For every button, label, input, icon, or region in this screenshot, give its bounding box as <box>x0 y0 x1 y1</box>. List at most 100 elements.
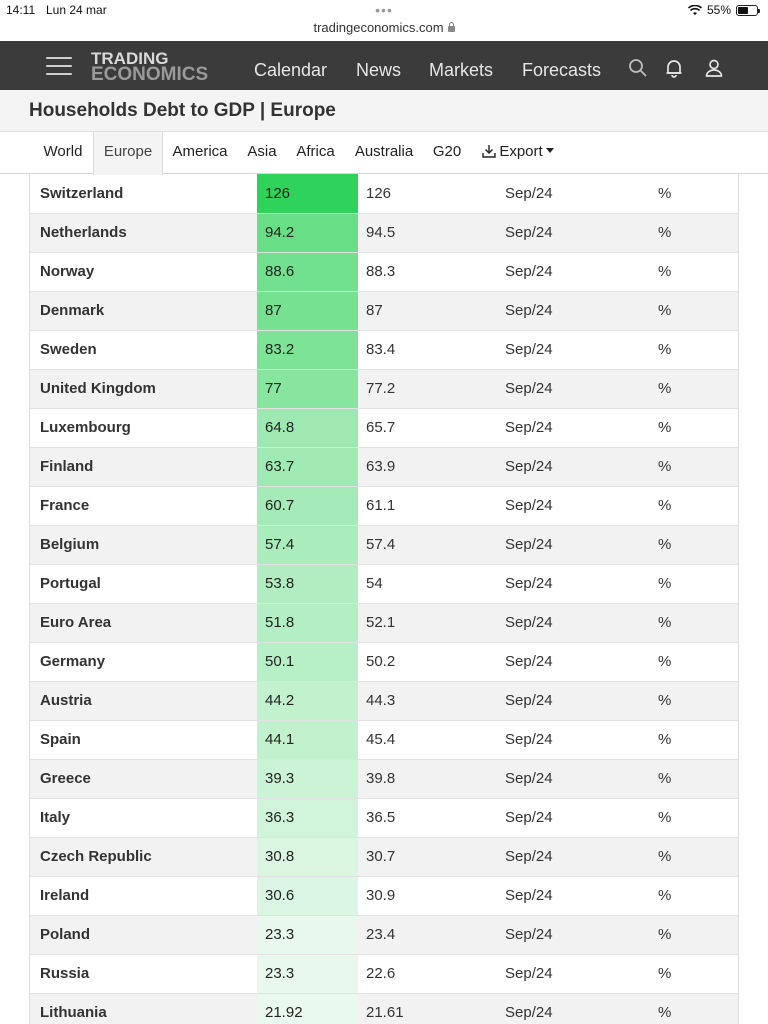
table-row[interactable]: Belgium 57.4 57.4 Sep/24% <box>30 525 738 565</box>
table-row[interactable]: Denmark 87 87 Sep/24% <box>30 291 738 331</box>
table-row[interactable]: Lithuania 21.92 21.61 Sep/24% <box>30 993 738 1024</box>
page-title: Households Debt to GDP | Europe <box>29 100 336 121</box>
unit-cell: % <box>658 876 738 916</box>
table-row[interactable]: Czech Republic 30.8 30.7 Sep/24% <box>30 837 738 877</box>
country-cell[interactable]: Lithuania <box>30 993 257 1024</box>
previous-value-cell: 30.9 <box>358 876 498 916</box>
browser-menu-dots[interactable]: ••• <box>375 2 393 18</box>
reference-date-cell: Sep/24 <box>498 993 658 1024</box>
table-row[interactable]: Germany 50.1 50.2 Sep/24% <box>30 642 738 682</box>
nav-news[interactable]: News <box>356 60 402 80</box>
tab-europe[interactable]: Europe <box>93 132 163 175</box>
table-row[interactable]: United Kingdom 77 77.2 Sep/24% <box>30 369 738 409</box>
country-cell[interactable]: France <box>30 486 257 526</box>
table-row[interactable]: Greece 39.3 39.8 Sep/24% <box>30 759 738 799</box>
country-cell[interactable]: Portugal <box>30 564 257 604</box>
nav-markets[interactable]: Markets <box>429 60 494 80</box>
country-cell[interactable]: Germany <box>30 642 257 682</box>
country-cell[interactable]: Denmark <box>30 291 257 331</box>
tab-asia[interactable]: Asia <box>247 143 277 160</box>
table-row[interactable]: Russia 23.3 22.6 Sep/24% <box>30 954 738 994</box>
previous-value-cell: 50.2 <box>358 642 498 682</box>
country-cell[interactable]: Sweden <box>30 330 257 370</box>
country-cell[interactable]: Czech Republic <box>30 837 257 877</box>
table-row[interactable]: Ireland 30.6 30.9 Sep/24% <box>30 876 738 916</box>
country-cell[interactable]: Belgium <box>30 525 257 565</box>
data-table-container[interactable]: Switzerland 126 126 Sep/24% Netherlands 94.2 9… <box>29 174 739 1024</box>
last-value-cell: 87 <box>257 291 358 331</box>
tab-australia[interactable]: Australia <box>354 143 414 160</box>
last-value-cell: 23.3 <box>257 954 358 994</box>
unit-cell: % <box>658 291 738 331</box>
unit-cell: % <box>658 213 738 253</box>
export-dropdown[interactable]: Export <box>476 132 560 174</box>
country-cell[interactable]: Poland <box>30 915 257 955</box>
table-row[interactable]: France 60.7 61.1 Sep/24% <box>30 486 738 526</box>
country-cell[interactable]: Norway <box>30 252 257 292</box>
table-row[interactable]: Austria 44.2 44.3 Sep/24% <box>30 681 738 721</box>
previous-value-cell: 52.1 <box>358 603 498 643</box>
nav-calendar[interactable]: Calendar <box>254 60 328 80</box>
unit-cell: % <box>658 330 738 370</box>
last-value-cell: 23.3 <box>257 915 358 955</box>
unit-cell: % <box>658 642 738 682</box>
country-cell[interactable]: Euro Area <box>30 603 257 643</box>
last-value-cell: 50.1 <box>257 642 358 682</box>
country-cell[interactable]: Ireland <box>30 876 257 916</box>
wifi-icon <box>687 4 702 15</box>
last-value-cell: 94.2 <box>257 213 358 253</box>
country-cell[interactable]: United Kingdom <box>30 369 257 409</box>
unit-cell: % <box>658 603 738 643</box>
country-cell[interactable]: Netherlands <box>30 213 257 253</box>
unit-cell: % <box>658 174 738 214</box>
country-cell[interactable]: Luxembourg <box>30 408 257 448</box>
table-row[interactable]: Switzerland 126 126 Sep/24% <box>30 174 738 214</box>
country-cell[interactable]: Greece <box>30 759 257 799</box>
table-row[interactable]: Poland 23.3 23.4 Sep/24% <box>30 915 738 955</box>
table-row[interactable]: Portugal 53.8 54 Sep/24% <box>30 564 738 604</box>
unit-cell: % <box>658 447 738 487</box>
unit-cell: % <box>658 252 738 292</box>
tab-africa[interactable]: Africa <box>296 143 335 160</box>
table-row[interactable]: Sweden 83.2 83.4 Sep/24% <box>30 330 738 370</box>
reference-date-cell: Sep/24 <box>498 213 658 253</box>
reference-date-cell: Sep/24 <box>498 681 658 721</box>
last-value-cell: 44.1 <box>257 720 358 760</box>
table-row[interactable]: Luxembourg 64.8 65.7 Sep/24% <box>30 408 738 448</box>
site-logo[interactable]: TRADING ECONOMICS <box>91 50 208 84</box>
country-cell[interactable]: Finland <box>30 447 257 487</box>
user-icon[interactable] <box>704 58 724 78</box>
previous-value-cell: 61.1 <box>358 486 498 526</box>
table-row[interactable]: Spain 44.1 45.4 Sep/24% <box>30 720 738 760</box>
table-row[interactable]: Netherlands 94.2 94.5 Sep/24% <box>30 213 738 253</box>
status-time: 14:11 <box>6 3 36 17</box>
search-icon[interactable] <box>628 58 648 78</box>
reference-date-cell: Sep/24 <box>498 759 658 799</box>
reference-date-cell: Sep/24 <box>498 915 658 955</box>
table-row[interactable]: Euro Area 51.8 52.1 Sep/24% <box>30 603 738 643</box>
unit-cell: % <box>658 798 738 838</box>
reference-date-cell: Sep/24 <box>498 369 658 409</box>
unit-cell: % <box>658 525 738 565</box>
nav-forecasts[interactable]: Forecasts <box>522 60 602 80</box>
tab-g20[interactable]: G20 <box>432 143 462 160</box>
last-value-cell: 83.2 <box>257 330 358 370</box>
bell-icon[interactable] <box>664 58 684 78</box>
country-cell[interactable]: Italy <box>30 798 257 838</box>
hamburger-menu-icon[interactable] <box>46 57 72 75</box>
country-cell[interactable]: Switzerland <box>30 174 257 214</box>
country-cell[interactable]: Austria <box>30 681 257 721</box>
table-row[interactable]: Finland 63.7 63.9 Sep/24% <box>30 447 738 487</box>
reference-date-cell: Sep/24 <box>498 291 658 331</box>
table-row[interactable]: Norway 88.6 88.3 Sep/24% <box>30 252 738 292</box>
tab-world[interactable]: World <box>43 143 83 160</box>
country-cell[interactable]: Russia <box>30 954 257 994</box>
status-bar: 14:11 Lun 24 mar 55% <box>0 0 768 20</box>
table-row[interactable]: Italy 36.3 36.5 Sep/24% <box>30 798 738 838</box>
last-value-cell: 30.6 <box>257 876 358 916</box>
export-label: Export <box>499 143 543 160</box>
country-cell[interactable]: Spain <box>30 720 257 760</box>
previous-value-cell: 22.6 <box>358 954 498 994</box>
address-bar[interactable]: tradingeconomics.com <box>0 20 768 40</box>
tab-america[interactable]: America <box>172 143 228 160</box>
